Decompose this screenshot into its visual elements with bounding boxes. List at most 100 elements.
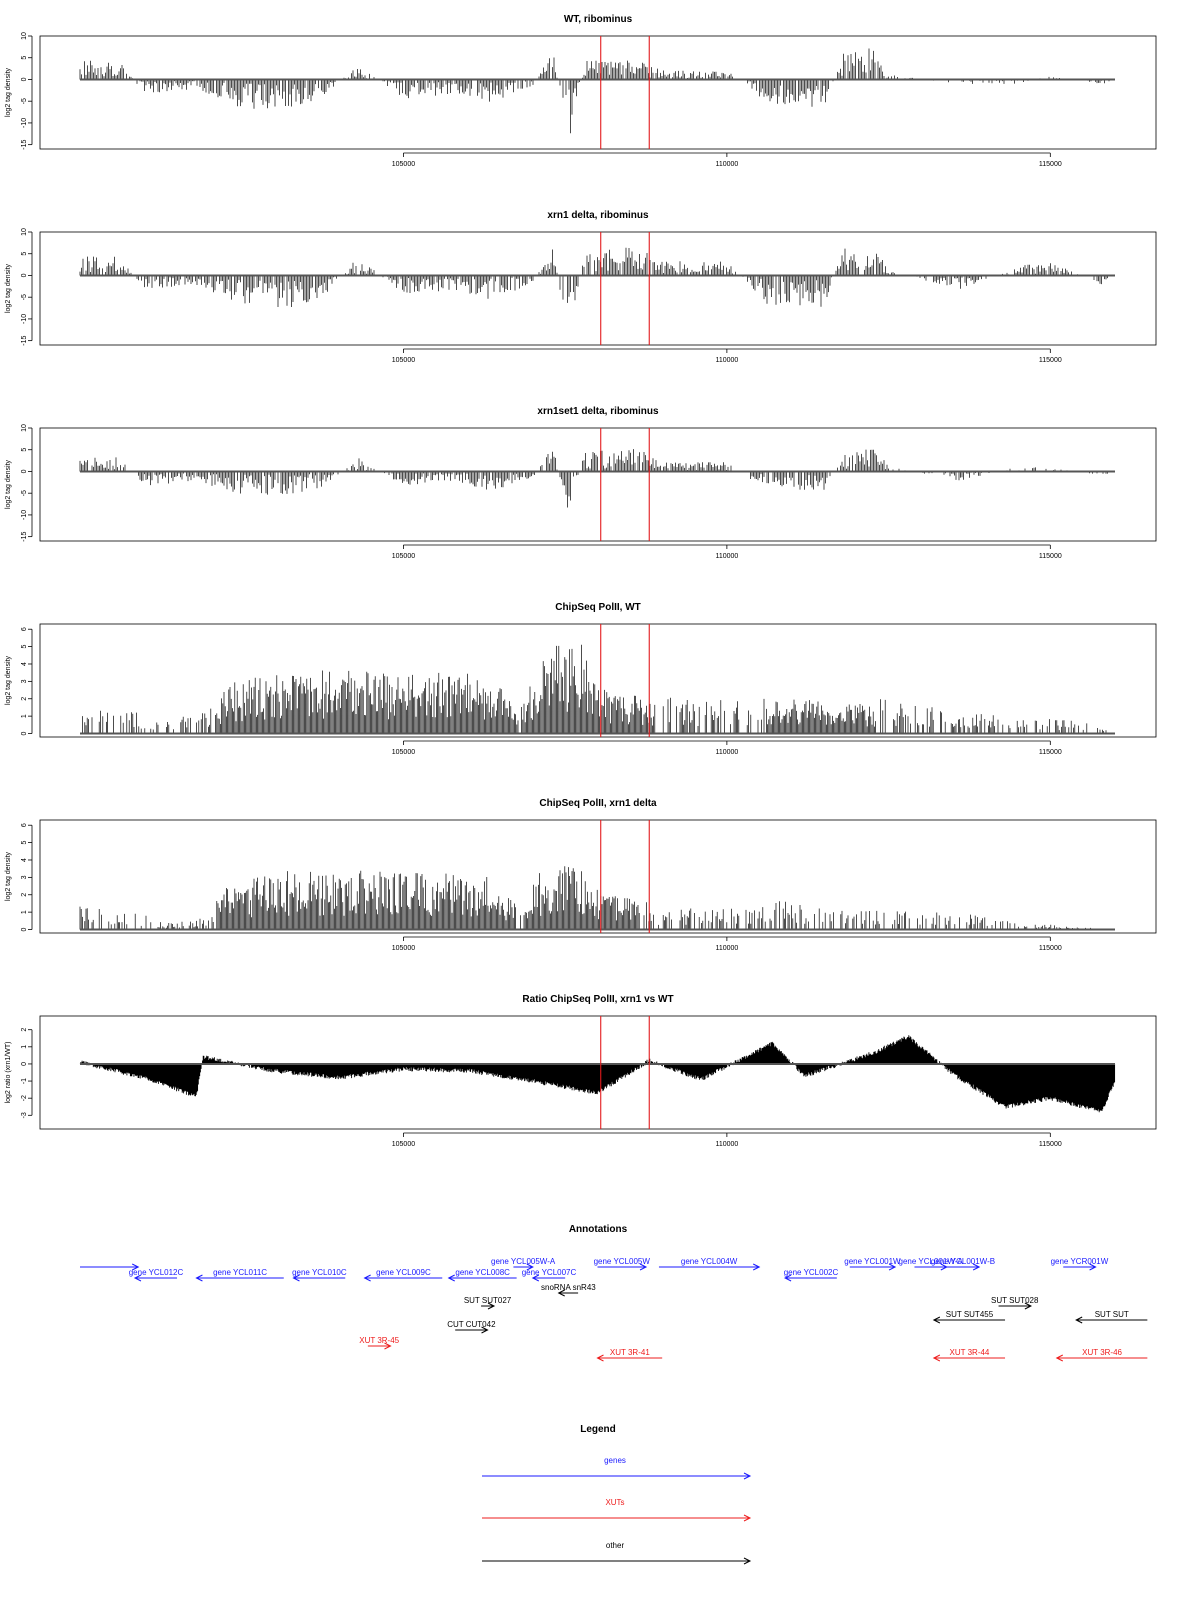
feature-other: SUT SUT027 (464, 1296, 512, 1310)
y-tick-label: 0 (21, 273, 28, 277)
data-bars (79, 48, 1115, 134)
y-tick-label: 6 (21, 627, 28, 631)
feature-label: gene YCR001W (1051, 1257, 1109, 1266)
feature-label: gene YCL012C (129, 1268, 184, 1277)
y-tick-label: 0 (21, 927, 28, 931)
y-axis-label: log2 tag density (5, 67, 12, 117)
feature-label: XUT 3R-44 (950, 1348, 990, 1357)
y-tick-label: 0 (21, 77, 28, 81)
y-tick-label: -5 (21, 98, 28, 104)
y-tick-label: -10 (21, 118, 28, 128)
legend-item-gene: genes (482, 1456, 752, 1480)
x-tick-label: 115000 (1039, 749, 1062, 756)
x-tick-label: 105000 (392, 161, 415, 168)
arrowhead-icon (133, 1274, 142, 1282)
y-axis: 10 5 0 -5 -10 -15 (21, 32, 33, 150)
feature-label: gene YCL009C (376, 1268, 431, 1277)
x-tick-label: 105000 (392, 553, 415, 560)
feature-gene: gene YCL002C (784, 1268, 839, 1282)
plot-frame (39, 1015, 1157, 1130)
legend: Legend genes XUTs other (482, 1424, 752, 1565)
feature-label: gene YCL001W (844, 1257, 901, 1266)
arrowhead-icon (363, 1274, 371, 1282)
feature-gene: gene YCL005W-A (491, 1257, 556, 1271)
panel-4: ChipSeq PolII, xrn1 delta log2 tag densit… (5, 798, 1157, 952)
y-tick-label: 5 (21, 645, 28, 649)
y-tick-label: 5 (21, 841, 28, 845)
x-tick-label: 110000 (715, 553, 738, 560)
y-tick-label: -10 (21, 314, 28, 324)
data-bars (79, 449, 1115, 508)
plot-frame (39, 623, 1157, 738)
x-tick-label: 110000 (715, 1141, 738, 1148)
arrowhead-icon (888, 1263, 897, 1271)
feature-label: gene YCL002C (784, 1268, 839, 1277)
y-tick-label: 10 (21, 32, 28, 40)
x-tick-label: 110000 (715, 161, 738, 168)
y-tick-label: 0 (21, 731, 28, 735)
arrowhead-icon (932, 1354, 941, 1362)
feature-label: XUT 3R-41 (610, 1348, 650, 1357)
feature-xut: XUT 3R-44 (932, 1348, 1006, 1362)
y-axis-label: log2 ratio (xrn1/WT) (5, 1042, 12, 1104)
x-tick-label: 110000 (715, 945, 738, 952)
feature-xut: XUT 3R-41 (596, 1348, 663, 1362)
y-tick-label: 0 (21, 1062, 28, 1066)
feature-other: CUT CUT042 (447, 1320, 496, 1334)
y-tick-label: -15 (21, 335, 28, 345)
y-tick-label: 10 (21, 228, 28, 236)
feature-gene: gene YCL009C (363, 1268, 443, 1282)
annotations-panel: Annotations gene YCL012C gene YCL011C gene … (80, 1224, 1148, 1362)
feature-other: snoRNA snR43 (541, 1283, 596, 1297)
arrowhead-icon (972, 1263, 981, 1271)
x-axis: 105000 110000 115000 (392, 740, 1062, 756)
y-tick-label: 5 (21, 56, 28, 60)
legend-item-xut: XUTs (482, 1498, 752, 1522)
arrowhead-icon (131, 1263, 140, 1271)
feature-xut: XUT 3R-45 (359, 1336, 400, 1350)
y-axis: 10 5 0 -5 -10 -15 (21, 424, 33, 542)
feature-label: CUT CUT042 (447, 1320, 496, 1329)
y-tick-label: -2 (21, 1095, 28, 1101)
feature-label: SUT SUT455 (946, 1310, 994, 1319)
x-axis: 105000 110000 115000 (392, 936, 1062, 952)
feature-gene: gene YCL001W (844, 1257, 901, 1271)
feature-label: gene YCL007C (522, 1268, 577, 1277)
x-axis: 105000 110000 115000 (392, 1132, 1062, 1148)
y-axis: 10 5 0 -5 -10 -15 (21, 228, 33, 346)
feature-label: gene YCL010C (292, 1268, 347, 1277)
feature-label: XUT 3R-45 (359, 1336, 399, 1345)
data-series (79, 48, 1113, 134)
feature-gene: gene YCR001W (1051, 1257, 1109, 1271)
panel-title: WT, ribominus (564, 14, 633, 25)
y-tick-label: -3 (21, 1112, 28, 1118)
arrowhead-icon (932, 1316, 941, 1324)
feature-gene: gene YCL004W (658, 1257, 761, 1271)
panel-title: ChipSeq PolII, WT (555, 602, 641, 613)
x-axis: 105000 110000 115000 (392, 152, 1062, 168)
arrowhead-icon (752, 1263, 761, 1271)
arrowhead-icon (743, 1472, 752, 1480)
legend-label: XUTs (605, 1498, 624, 1507)
feature-label: SUT SUT028 (991, 1296, 1039, 1305)
y-tick-label: 3 (21, 679, 28, 683)
feature-label: gene YCL011C (213, 1268, 267, 1277)
x-tick-label: 115000 (1039, 161, 1062, 168)
arrowhead-icon (639, 1263, 648, 1271)
arrowhead-icon (596, 1354, 604, 1362)
x-tick-label: 115000 (1039, 1141, 1062, 1148)
x-tick-label: 115000 (1039, 553, 1062, 560)
panel-title: ChipSeq PolII, xrn1 delta (539, 798, 657, 809)
legend-title: Legend (580, 1424, 616, 1435)
panel-0: WT, ribominus log2 tag density 10 5 0 -5 -10 -1… (5, 14, 1157, 168)
panel-title: Ratio ChipSeq PolII, xrn1 vs WT (522, 994, 673, 1005)
feature-label: gene YCL005W (594, 1257, 651, 1266)
data-series (79, 449, 1114, 508)
y-tick-label: 1 (21, 714, 28, 718)
y-axis: 6 5 4 3 2 1 0 (21, 627, 33, 735)
data-bars (79, 1035, 1116, 1113)
feature-xut: XUT 3R-46 (1055, 1348, 1148, 1362)
legend-label: other (606, 1541, 625, 1550)
